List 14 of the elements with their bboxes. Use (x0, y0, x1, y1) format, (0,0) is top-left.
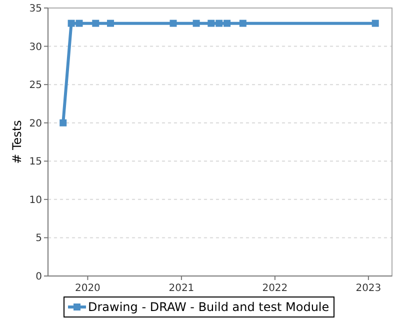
y-tick-label: 25 (29, 80, 42, 92)
y-axis-title: # Tests (10, 120, 24, 164)
legend-label: Drawing - DRAW - Build and test Module (88, 300, 330, 314)
y-tick-label: 15 (29, 156, 42, 168)
y-tick-label: 10 (29, 194, 42, 206)
y-tick-label: 30 (29, 42, 42, 53)
y-tick-label: 5 (36, 233, 42, 244)
y-tick-label: 0 (36, 272, 42, 282)
x-tick-label: 2023 (356, 283, 382, 294)
y-tick-label: 20 (29, 118, 42, 130)
x-tick-label: 2021 (168, 283, 194, 294)
y-tick-label: 35 (29, 4, 42, 14)
x-tick-label: 2022 (262, 283, 288, 294)
x-tick-label: 2020 (74, 283, 100, 294)
